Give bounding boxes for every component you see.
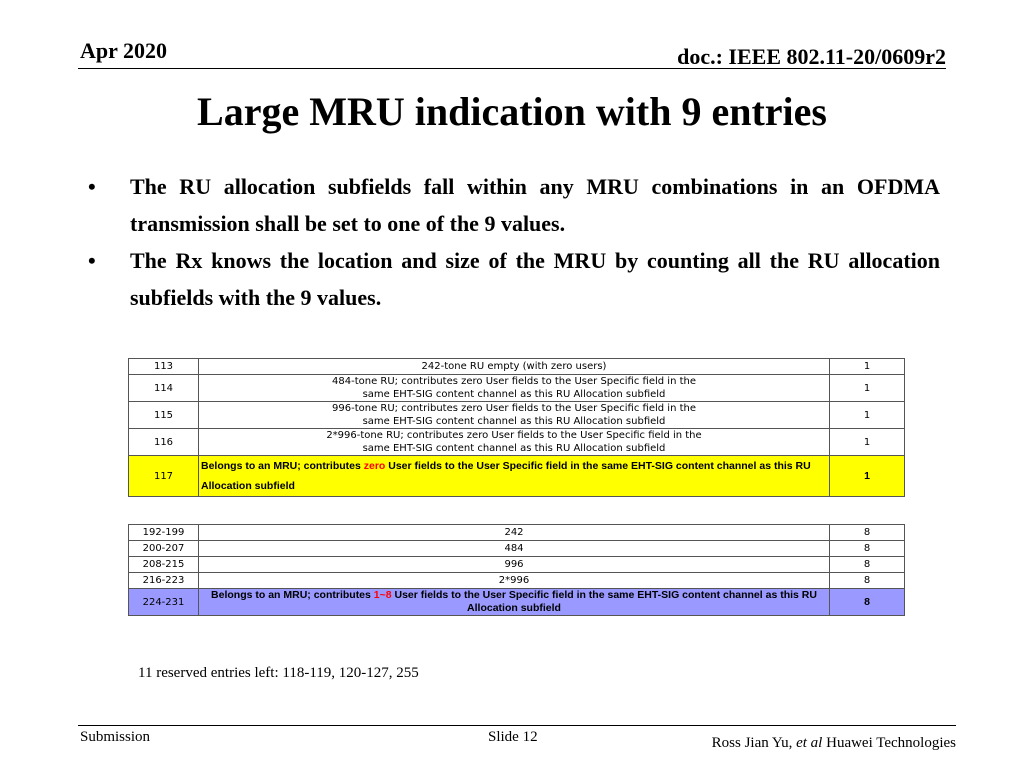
bullet-text: The Rx knows the location and size of th… — [130, 248, 940, 310]
count-cell: 8 — [829, 588, 905, 616]
count-cell: 1 — [829, 428, 905, 456]
ru-allocation-table-1: 113 242-tone RU empty (with zero users) … — [128, 358, 905, 497]
description-cell: 484-tone RU; contributes zero User field… — [198, 374, 830, 402]
table-row: 200-207 484 8 — [128, 540, 905, 557]
description-cell: 996-tone RU; contributes zero User field… — [198, 401, 830, 429]
description-text: User fields to the User Specific field i… — [391, 589, 817, 614]
index-cell: 192-199 — [128, 524, 199, 541]
description-text: Belongs to an MRU; contributes — [211, 589, 374, 601]
description-text: Belongs to an MRU; contributes — [201, 460, 364, 472]
bullet-item: • The RU allocation subfields fall within… — [88, 168, 940, 242]
index-cell: 200-207 — [128, 540, 199, 557]
header-doc-id: doc.: IEEE 802.11-20/0609r2 — [677, 44, 946, 69]
slide-title: Large MRU indication with 9 entries — [197, 89, 827, 134]
count-cell: 1 — [829, 455, 905, 497]
footer-submission: Submission — [80, 729, 151, 745]
ru-allocation-table-2: 192-199 242 8 200-207 484 8 208-215 996 … — [128, 524, 905, 616]
description-cell: 242 — [198, 524, 830, 541]
description-text: User fields to the User Specific field i… — [201, 460, 811, 492]
description-cell: 242-tone RU empty (with zero users) — [198, 358, 830, 375]
table-row: 216-223 2*996 8 — [128, 572, 905, 589]
count-cell: 1 — [829, 374, 905, 402]
index-cell: 113 — [128, 358, 199, 375]
description-line: same EHT-SIG content channel as this RU … — [362, 389, 666, 400]
count-cell: 8 — [829, 540, 905, 557]
highlight-row: 117 Belongs to an MRU; contributes zero … — [128, 455, 905, 497]
description-line: same EHT-SIG content channel as this RU … — [362, 416, 666, 427]
table-row: 208-215 996 8 — [128, 556, 905, 573]
highlight-value: 1~8 — [373, 589, 392, 601]
author-name: Ross Jian Yu, — [711, 735, 797, 751]
header-date: Apr 2020 — [80, 38, 167, 63]
description-line: same EHT-SIG content channel as this RU … — [362, 443, 666, 454]
author-org: Huawei Technologies — [822, 735, 956, 751]
index-cell: 224-231 — [128, 588, 199, 616]
description-line: 2*996-tone RU; contributes zero User fie… — [326, 430, 702, 441]
bullet-item: • The Rx knows the location and size of t… — [88, 242, 940, 316]
table-row: 116 2*996-tone RU; contributes zero User… — [128, 428, 905, 456]
author-etal: et al — [796, 735, 823, 751]
index-cell: 117 — [128, 455, 199, 497]
count-cell: 8 — [829, 524, 905, 541]
description-line: 996-tone RU; contributes zero User field… — [332, 403, 696, 414]
bullet-dot: • — [88, 248, 96, 273]
highlight-row: 224-231 Belongs to an MRU; contributes 1… — [128, 588, 905, 616]
bullet-text: The RU allocation subfields fall within … — [130, 174, 940, 236]
description-cell: Belongs to an MRU; contributes zero User… — [198, 455, 830, 497]
description-line: 484-tone RU; contributes zero User field… — [332, 376, 696, 387]
index-cell: 115 — [128, 401, 199, 429]
footer-divider — [78, 725, 956, 726]
description-cell: 996 — [198, 556, 830, 573]
count-cell: 8 — [829, 556, 905, 573]
index-cell: 114 — [128, 374, 199, 402]
table-row: 115 996-tone RU; contributes zero User f… — [128, 401, 905, 429]
bullet-dot: • — [88, 174, 96, 199]
description-cell: 484 — [198, 540, 830, 557]
count-cell: 8 — [829, 572, 905, 589]
slide-number: Slide 12 — [488, 729, 538, 745]
description-cell: 2*996 — [198, 572, 830, 589]
table-row: 114 484-tone RU; contributes zero User f… — [128, 374, 905, 402]
index-cell: 208-215 — [128, 556, 199, 573]
highlight-value: zero — [363, 460, 386, 472]
description-cell: 2*996-tone RU; contributes zero User fie… — [198, 428, 830, 456]
count-cell: 1 — [829, 358, 905, 375]
index-cell: 116 — [128, 428, 199, 456]
table-row: 192-199 242 8 — [128, 524, 905, 541]
description-cell: Belongs to an MRU; contributes 1~8 User … — [198, 588, 830, 616]
reserved-entries-note: 11 reserved entries left: 118-119, 120-1… — [138, 665, 419, 681]
index-cell: 216-223 — [128, 572, 199, 589]
footer-author: Ross Jian Yu, et al Huawei Technologies — [712, 735, 956, 752]
header-divider — [78, 68, 946, 69]
count-cell: 1 — [829, 401, 905, 429]
table-row: 113 242-tone RU empty (with zero users) … — [128, 358, 905, 375]
bullet-list: • The RU allocation subfields fall within… — [88, 168, 940, 316]
